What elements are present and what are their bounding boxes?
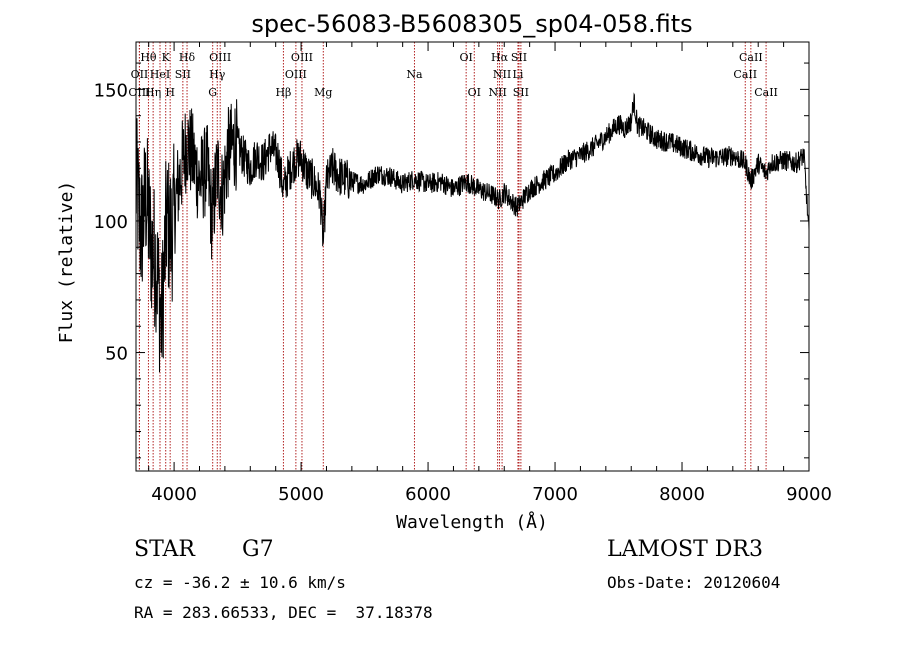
object-class: STAR: [134, 537, 195, 562]
coordinates: RA = 283.66533, DEC = 37.18378: [134, 603, 433, 622]
observation-date: Obs-Date: 20120604: [607, 573, 781, 592]
x-tick-label: 7000: [532, 484, 578, 505]
survey-name: LAMOST DR3: [607, 537, 763, 562]
spectral-line-label: Hγ: [209, 68, 226, 81]
spectral-line-label: SII: [513, 86, 529, 99]
spectral-line-label: CaII: [754, 86, 778, 99]
spectral-subclass: G7: [242, 537, 274, 562]
redshift-cz: cz = -36.2 ± 10.6 km/s: [134, 573, 346, 592]
spectral-line-label: Hα: [491, 51, 509, 64]
spectral-line-label: OI: [459, 51, 472, 64]
spectral-line-label: Hη: [145, 86, 161, 99]
x-tick-label: 5000: [278, 484, 324, 505]
x-tick-label: 6000: [405, 484, 451, 505]
spectral-line-label: Na: [406, 68, 423, 81]
spectral-line-label: OIII: [285, 68, 307, 81]
y-tick-label: 100: [94, 212, 128, 233]
spectral-line-label: HeI: [150, 68, 170, 81]
chart-title: spec-56083-B5608305_sp04-058.fits: [251, 10, 692, 38]
y-axis-label: Flux (relative): [56, 181, 77, 344]
plot-frame: [135, 41, 810, 472]
spectral-line-label: OIII: [209, 51, 231, 64]
x-axis: 4000 5000 6000 7000 8000 9000: [148, 42, 832, 505]
spectral-line-label: OI: [468, 86, 481, 99]
spectral-line-markers: [138, 42, 767, 471]
y-tick-label: 50: [105, 344, 128, 365]
spectral-line-label: Hδ: [179, 51, 196, 64]
spectral-line-label: CaII: [733, 68, 757, 81]
spectral-line-label: Li: [513, 68, 524, 81]
spectral-line-label: OIII: [291, 51, 313, 64]
spectrum-line: [135, 92, 810, 373]
spectral-line-label: OII: [131, 68, 149, 81]
y-tick-label: 150: [94, 80, 128, 101]
spectral-line-label: SII: [175, 68, 191, 81]
spectral-line-label: K: [162, 51, 171, 64]
spectral-line-label: Hθ: [140, 51, 157, 64]
x-tick-label: 4000: [151, 484, 197, 505]
spectral-line-label: NII: [488, 86, 506, 99]
spectral-line-label: Hβ: [275, 86, 291, 99]
spectral-line-label: Mg: [314, 86, 332, 99]
spectral-line-label: G: [208, 86, 217, 99]
x-axis-label: Wavelength (Å): [396, 511, 548, 533]
spectral-line-label: SII: [511, 51, 527, 64]
x-tick-label: 8000: [659, 484, 705, 505]
x-tick-label: 9000: [786, 484, 832, 505]
y-axis: 50 100 150: [94, 62, 809, 459]
spectral-line-label: H: [165, 86, 175, 99]
spectral-line-label: CaII: [739, 51, 763, 64]
spectral-line-label: NII: [493, 68, 511, 81]
